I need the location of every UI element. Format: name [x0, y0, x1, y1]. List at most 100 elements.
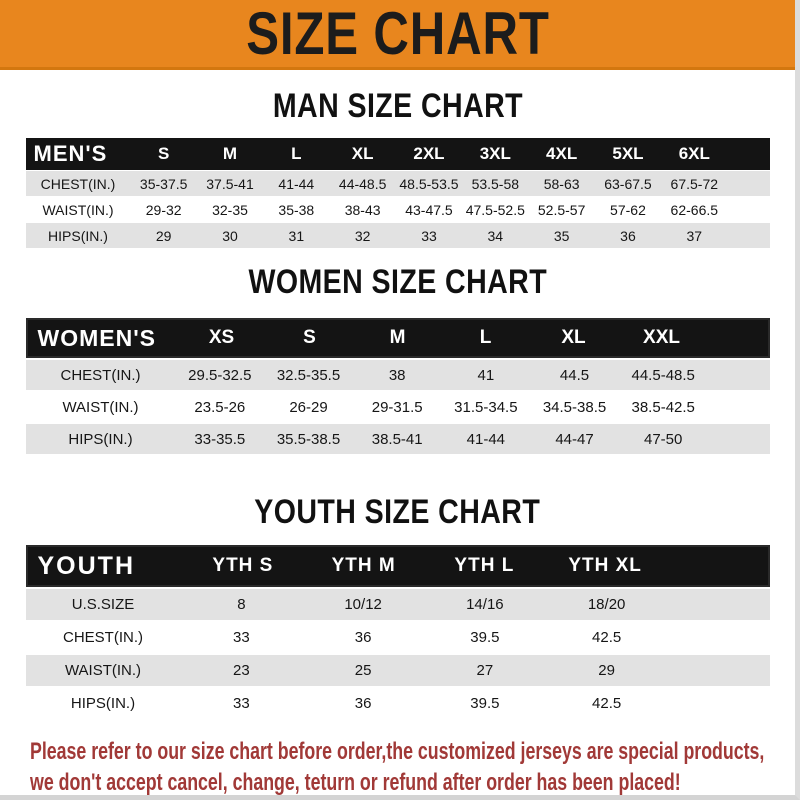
size-value-cell: 8 — [237, 596, 246, 613]
size-value-cell: 41 — [477, 366, 495, 384]
table-corner-label: YOUTH — [37, 551, 135, 580]
size-value-cell: 53.5-58 — [471, 175, 520, 192]
size-value-cell: 57-62 — [610, 201, 646, 218]
size-value-cell: 30 — [222, 227, 238, 244]
size-value-cell: 29 — [155, 227, 172, 244]
column-header: YTH S — [212, 555, 274, 576]
size-value-cell: 14/16 — [466, 596, 504, 613]
size-value-cell: 32-35 — [212, 201, 248, 218]
size-value-cell: 35 — [553, 227, 570, 244]
column-header: 3XL — [479, 144, 511, 163]
women-size-table: WOMEN'S XS S M L XL XXL CHEST(IN.) 29.5-32.5 32.5… — [25, 318, 770, 454]
size-value-cell: 25 — [354, 662, 372, 679]
size-value-cell: 27 — [476, 662, 494, 679]
column-header: 2XL — [413, 144, 445, 163]
column-header: S — [157, 144, 170, 163]
size-value-cell: 44.5-48.5 — [631, 366, 695, 384]
size-value-cell: 44.5 — [559, 366, 590, 384]
column-header: M — [222, 144, 238, 163]
size-value-cell: 35.5-38.5 — [276, 430, 341, 448]
size-value-cell: 47.5-52.5 — [465, 201, 525, 218]
table-corner-label: MEN'S — [33, 141, 108, 166]
youth-size-table: YOUTH YTH S YTH M YTH L YTH XL U.S.SIZE 8 10/12… — [25, 545, 770, 719]
column-header: M — [389, 327, 406, 348]
column-header: 4XL — [546, 144, 578, 163]
size-value-cell: 38.5-41 — [371, 430, 423, 448]
column-header: L — [291, 144, 302, 163]
size-value-cell: 41-44 — [278, 175, 315, 192]
table-header-row: YOUTH YTH S YTH M YTH L YTH XL — [25, 545, 770, 587]
size-value-cell: 44-47 — [555, 430, 594, 448]
size-value-cell: 52.5-57 — [537, 201, 586, 218]
table-row: WAIST(IN.) 29-32 32-35 35-38 38-43 43-47.5 47.… — [25, 197, 770, 222]
banner: SIZE CHART — [0, 0, 795, 70]
youth-section-heading: YOUTH SIZE CHART — [0, 494, 795, 530]
column-header: 5XL — [612, 144, 644, 163]
column-header: XL — [561, 327, 586, 348]
man-section-heading: MAN SIZE CHART — [0, 88, 795, 124]
disclaimer-line-1: Please refer to our size chart before or… — [30, 738, 765, 765]
man-size-table: MEN'S S M L XL 2XL 3XL 4XL 5XL 6XL CHEST(IN.) 35-37… — [25, 138, 770, 248]
size-value-cell: 36 — [620, 227, 636, 244]
size-value-cell: 35-37.5 — [139, 175, 188, 192]
size-value-cell: 26-29 — [289, 398, 328, 416]
size-value-cell: 42.5 — [592, 695, 622, 712]
table-header-row: MEN'S S M L XL 2XL 3XL 4XL 5XL 6XL — [25, 138, 770, 170]
table-row: WAIST(IN.) 23.5-26 26-29 29-31.5 31.5-34.5 34… — [25, 392, 770, 422]
size-value-cell: 29-32 — [145, 201, 182, 218]
row-label: HIPS(IN.) — [70, 695, 136, 712]
row-label: CHEST(IN.) — [63, 629, 143, 646]
size-value-cell: 36 — [354, 629, 372, 646]
size-value-cell: 41-44 — [466, 430, 506, 448]
size-value-cell: 35-38 — [278, 201, 315, 218]
size-value-cell: 32.5-35.5 — [276, 366, 341, 384]
size-value-cell: 31 — [288, 227, 305, 244]
row-label: WAIST(IN.) — [42, 201, 114, 218]
youth-size-chart-section: YOUTH SIZE CHART YOUTH YTH S YTH M YTH L YTH… — [0, 494, 795, 719]
size-value-cell: 47-50 — [644, 430, 683, 448]
size-value-cell: 29 — [598, 662, 615, 679]
size-value-cell: 33 — [233, 695, 250, 712]
row-label: WAIST(IN.) — [64, 662, 142, 679]
size-value-cell: 23.5-26 — [194, 398, 246, 416]
table-row: HIPS(IN.) 29 30 31 32 33 34 35 36 37 — [25, 223, 770, 248]
size-value-cell: 33 — [421, 227, 437, 244]
column-header: XXL — [643, 327, 680, 348]
row-label: CHEST(IN.) — [40, 175, 116, 192]
table-row: CHEST(IN.) 29.5-32.5 32.5-35.5 38 41 44.5 44.5… — [25, 360, 770, 390]
size-value-cell: 18/20 — [587, 596, 626, 613]
column-header: 6XL — [678, 144, 710, 163]
column-header: YTH L — [454, 555, 515, 576]
size-value-cell: 29.5-32.5 — [188, 366, 252, 384]
size-value-cell: 48.5-53.5 — [399, 175, 459, 192]
column-header: XS — [208, 327, 235, 348]
size-value-cell: 43-47.5 — [405, 201, 453, 218]
disclaimer: Please refer to our size chart before or… — [30, 736, 795, 795]
size-value-cell: 62-66.5 — [670, 201, 719, 218]
column-header: XL — [351, 144, 374, 163]
size-value-cell: 37.5-41 — [206, 175, 254, 192]
size-value-cell: 67.5-72 — [670, 175, 719, 192]
youth-section-heading-text: YOUTH SIZE CHART — [254, 493, 541, 531]
row-label: WAIST(IN.) — [62, 398, 139, 416]
size-value-cell: 29-31.5 — [371, 398, 423, 416]
row-label: U.S.SIZE — [71, 596, 135, 613]
table-row: CHEST(IN.) 33 36 39.5 42.5 — [25, 622, 770, 653]
man-section-heading-text: MAN SIZE CHART — [272, 87, 523, 125]
table-row: HIPS(IN.) 33-35.5 35.5-38.5 38.5-41 41-44 44-… — [25, 424, 770, 454]
size-value-cell: 33-35.5 — [194, 430, 246, 448]
size-value-cell: 39.5 — [470, 629, 500, 646]
column-header: S — [303, 327, 316, 348]
size-value-cell: 38 — [388, 366, 406, 384]
size-value-cell: 42.5 — [592, 629, 622, 646]
size-value-cell: 32 — [354, 227, 371, 244]
size-value-cell: 10/12 — [344, 596, 382, 613]
column-header: L — [479, 327, 492, 348]
size-value-cell: 23 — [233, 662, 250, 679]
women-section-heading: WOMEN SIZE CHART — [0, 264, 795, 300]
table-row: CHEST(IN.) 35-37.5 37.5-41 41-44 44-48.5 48.5… — [25, 171, 770, 196]
table-row: HIPS(IN.) 33 36 39.5 42.5 — [25, 688, 770, 719]
table-corner-label: WOMEN'S — [37, 324, 157, 351]
women-section-heading-text: WOMEN SIZE CHART — [248, 263, 547, 301]
